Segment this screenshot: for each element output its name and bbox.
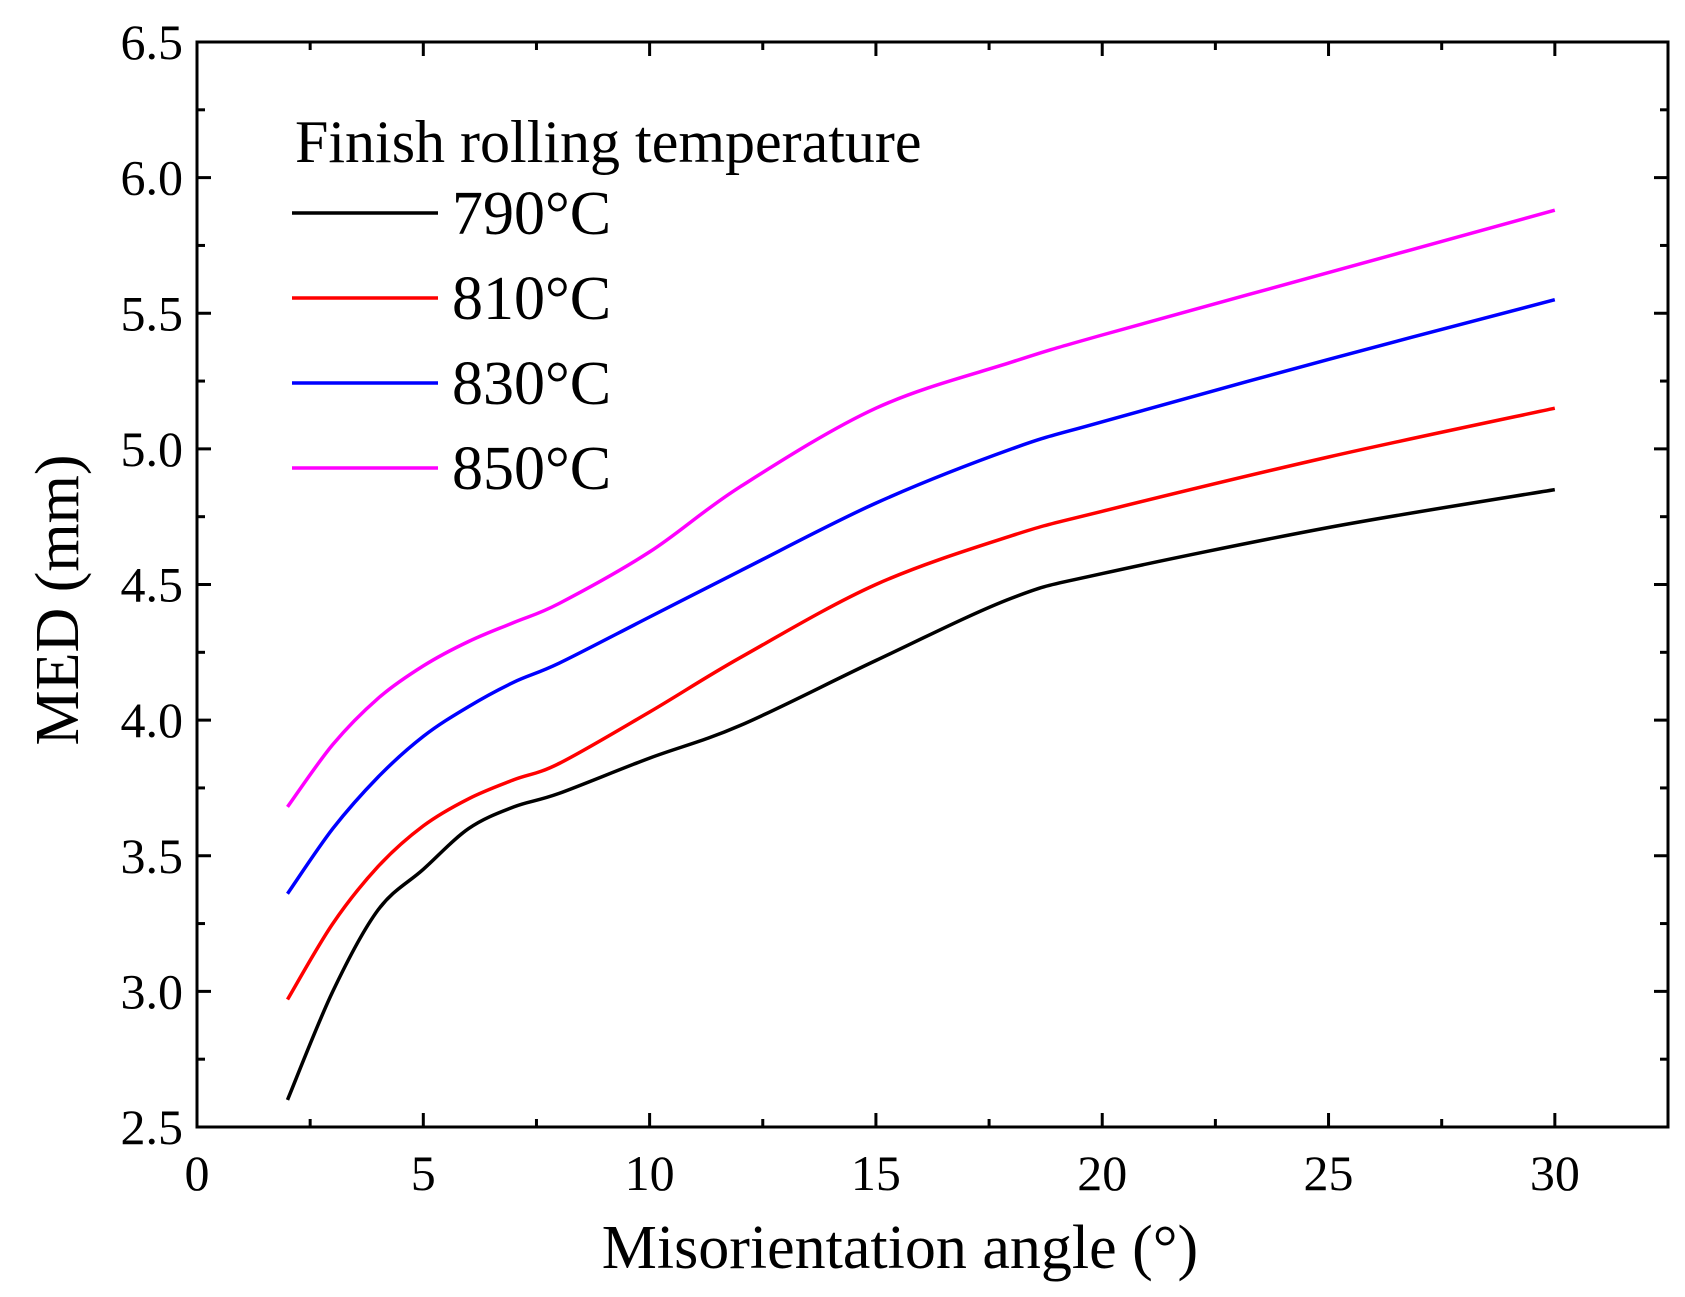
y-tick-label: 3.0	[121, 963, 184, 1019]
y-tick-label: 6.0	[121, 150, 184, 206]
series-line-790C	[285, 487, 1556, 1101]
legend-label: 790°C	[452, 180, 611, 248]
series-line-830C	[286, 298, 1556, 895]
x-tick-label: 25	[1304, 1145, 1354, 1201]
x-axis-title: Misorientation angle (°)	[602, 1214, 1198, 1282]
series-layer	[285, 208, 1556, 1101]
legend-label: 850°C	[452, 435, 611, 503]
plot-frame	[195, 40, 1670, 1129]
axes-layer	[195, 40, 1670, 1129]
y-tick-label: 5.0	[121, 421, 184, 477]
x-tick-label: 20	[1077, 1145, 1127, 1201]
series-line-810C	[286, 406, 1556, 1001]
y-tick-label: 2.5	[121, 1099, 184, 1155]
legend: Finish rolling temperature 790°C 810°C 830…	[292, 109, 922, 503]
series-line-850C	[286, 208, 1556, 808]
y-tick-label: 5.5	[121, 285, 184, 341]
x-tick-label: 15	[851, 1145, 901, 1201]
x-tick-label: 30	[1530, 1145, 1580, 1201]
y-tick-label: 4.5	[121, 557, 184, 613]
y-axis-title: MED (mm)	[24, 454, 92, 745]
ticks-layer: 0 5 10 15 20 25 30 2.5 3.0 3.5 4.0 4.5 5.0 5.5 6.0 6.5	[121, 14, 1668, 1201]
x-tick-label: 10	[625, 1145, 675, 1201]
legend-label: 830°C	[452, 350, 611, 418]
legend-title: Finish rolling temperature	[295, 109, 922, 175]
legend-label: 810°C	[452, 265, 611, 333]
y-tick-label: 3.5	[121, 828, 184, 884]
x-tick-label: 5	[411, 1145, 436, 1201]
x-tick-label: 0	[185, 1145, 210, 1201]
y-tick-label: 6.5	[121, 14, 184, 70]
y-tick-label: 4.0	[121, 692, 184, 748]
